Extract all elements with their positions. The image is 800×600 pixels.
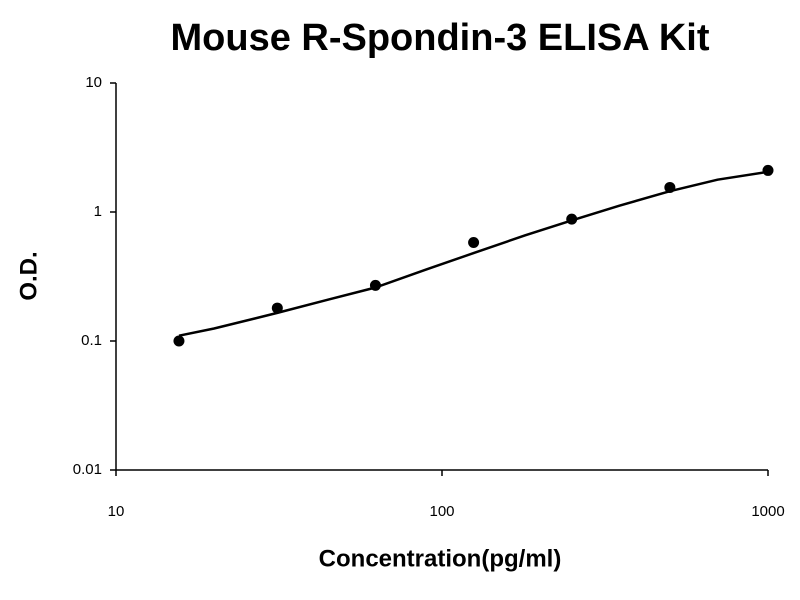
y-tick-label: 0.01 [73, 461, 102, 478]
y-tick-label: 0.1 [81, 332, 102, 349]
y-tick-label: 1 [94, 203, 102, 220]
data-point [664, 181, 676, 193]
x-axis-label: Concentration(pg/ml) [319, 545, 562, 572]
fit-curve [178, 170, 769, 337]
data-point [271, 302, 283, 314]
chart-title: Mouse R-Spondin-3 ELISA Kit [170, 17, 709, 59]
x-tick-label: 1000 [751, 503, 784, 520]
x-tick-label: 100 [429, 503, 454, 520]
data-point [762, 164, 774, 176]
y-axis-label: O.D. [15, 251, 42, 300]
data-point [468, 237, 480, 249]
y-tick-label: 10 [85, 74, 102, 91]
data-point [369, 279, 381, 291]
x-tick-label: 10 [108, 503, 125, 520]
data-point [566, 213, 578, 225]
data-point [173, 335, 185, 347]
